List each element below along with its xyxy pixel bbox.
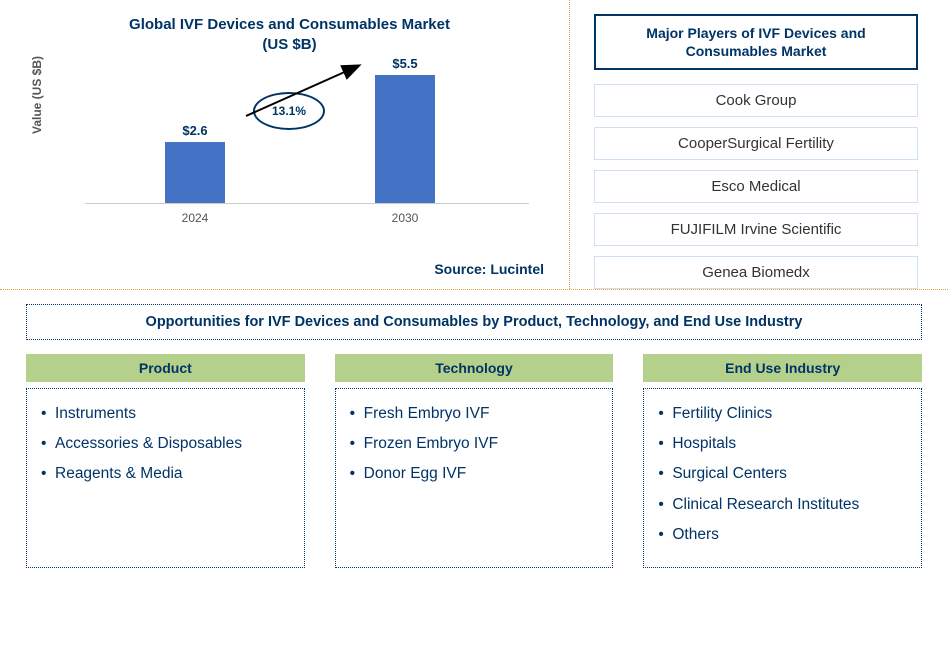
bar-2030-category: 2030 (375, 211, 435, 225)
chart-title-line1: Global IVF Devices and Consumables Marke… (129, 16, 450, 33)
bottom-section: Opportunities for IVF Devices and Consum… (0, 290, 948, 578)
list-item: Clinical Research Institutes (658, 490, 907, 520)
bar-2024-category: 2024 (165, 211, 225, 225)
list-item: Surgical Centers (658, 459, 907, 489)
list-item: Fertility Clinics (658, 399, 907, 429)
column-header: Product (26, 354, 305, 382)
growth-rate-label: 13.1% (272, 104, 306, 118)
list-item: Others (658, 520, 907, 550)
source-label: Source: Lucintel (434, 261, 544, 277)
chart-panel: Global IVF Devices and Consumables Marke… (0, 0, 570, 289)
list-item: Hospitals (658, 429, 907, 459)
list-item: Frozen Embryo IVF (350, 429, 599, 459)
column-box: Fresh Embryo IVF Frozen Embryo IVF Donor… (335, 388, 614, 568)
list-item: Donor Egg IVF (350, 459, 599, 489)
column-end-use: End Use Industry Fertility Clinics Hospi… (643, 354, 922, 568)
player-row: Cook Group (594, 84, 918, 117)
column-header: End Use Industry (643, 354, 922, 382)
player-row: Genea Biomedx (594, 256, 918, 289)
opportunities-title: Opportunities for IVF Devices and Consum… (26, 304, 922, 340)
bar-2024-value: $2.6 (165, 123, 225, 138)
bar-2030-value: $5.5 (375, 56, 435, 71)
list-item: Instruments (41, 399, 290, 429)
list-item: Reagents & Media (41, 459, 290, 489)
y-axis-label: Value (US $B) (30, 55, 44, 133)
players-title: Major Players of IVF Devices and Consuma… (594, 14, 918, 70)
column-box: Fertility Clinics Hospitals Surgical Cen… (643, 388, 922, 568)
column-technology: Technology Fresh Embryo IVF Frozen Embry… (335, 354, 614, 568)
chart-title: Global IVF Devices and Consumables Marke… (30, 15, 549, 54)
list-item: Fresh Embryo IVF (350, 399, 599, 429)
player-row: CooperSurgical Fertility (594, 127, 918, 160)
chart-title-line2: (US $B) (262, 36, 316, 53)
bar-2030 (375, 75, 435, 203)
player-row: FUJIFILM Irvine Scientific (594, 213, 918, 246)
players-panel: Major Players of IVF Devices and Consuma… (570, 0, 948, 289)
column-product: Product Instruments Accessories & Dispos… (26, 354, 305, 568)
growth-rate-ellipse: 13.1% (253, 92, 325, 130)
column-header: Technology (335, 354, 614, 382)
bars-region: $2.6 2024 $5.5 2030 13.1% (85, 64, 529, 204)
list-item: Accessories & Disposables (41, 429, 290, 459)
top-section: Global IVF Devices and Consumables Marke… (0, 0, 948, 290)
bar-2024 (165, 142, 225, 203)
opportunity-columns: Product Instruments Accessories & Dispos… (26, 354, 922, 568)
player-row: Esco Medical (594, 170, 918, 203)
chart-area: Value (US $B) $2.6 2024 $5.5 2030 13.1% (65, 64, 549, 229)
column-box: Instruments Accessories & Disposables Re… (26, 388, 305, 568)
